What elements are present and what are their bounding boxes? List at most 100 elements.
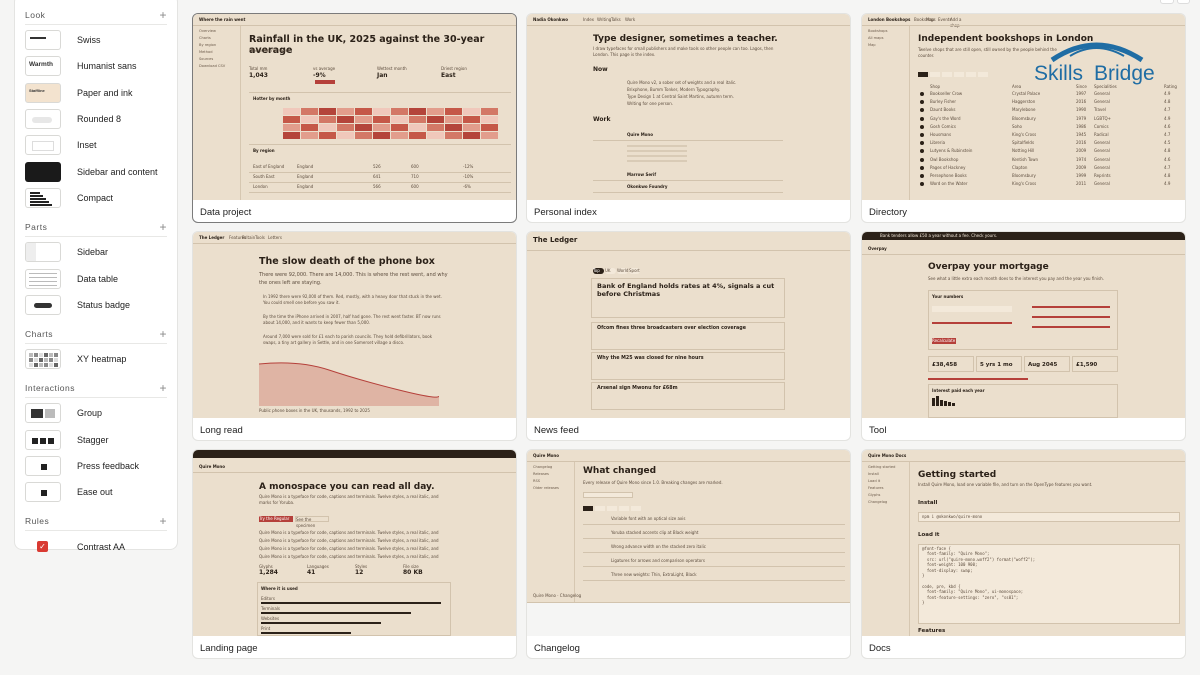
toolbar-button[interactable] (1160, 0, 1174, 4)
sidebar-item-xy-heatmap[interactable]: XY heatmap (25, 346, 167, 372)
nav-menu-item[interactable]: Install (868, 472, 879, 476)
nav-menu-item[interactable]: Older releases (533, 486, 559, 490)
specimen-line: Quire Mono is a typeface for code, capti… (259, 530, 439, 535)
stat-value: 12 (355, 569, 364, 576)
filter-tab[interactable]: UK (605, 268, 616, 274)
input-field (932, 306, 1012, 312)
search-input[interactable] (583, 492, 633, 498)
filter-tab[interactable]: Top (593, 268, 604, 274)
usage-bar (261, 602, 441, 604)
card-long-read[interactable]: The Ledger Features Britain Tools Letters The… (192, 231, 517, 441)
add-look-icon[interactable]: + (159, 8, 167, 22)
filter-tab[interactable]: Sport (629, 268, 640, 274)
result-value: £38,458 (932, 362, 958, 368)
nav-menu-item[interactable]: Features (868, 486, 884, 490)
divider (593, 180, 783, 181)
thumb-cell (54, 353, 58, 358)
top-toolbar-buttons (1160, 0, 1190, 4)
try-regular-button[interactable]: Try the Regular (259, 516, 293, 522)
nav-menu-item[interactable]: All maps (868, 36, 884, 40)
panel-heading: Your numbers (932, 294, 964, 299)
sidebar-item-compact[interactable]: Compact (25, 185, 167, 211)
nav-menu-item[interactable]: Charts (199, 36, 211, 40)
footer-band (527, 602, 850, 636)
card-changelog[interactable]: Quire Mono Changelog Releases RSS Older rele… (526, 449, 851, 659)
sidebar-item-press-feedback[interactable]: Press feedback (25, 453, 167, 479)
deck-text: There were 92,000. There are 14,000. Thi… (259, 272, 448, 286)
recalculate-button[interactable]: Recalculate (932, 338, 956, 344)
sidebar-item-inset[interactable]: Inset (25, 132, 167, 158)
text-line (627, 155, 687, 157)
sidebar-item-ease-out[interactable]: Ease out (25, 479, 167, 505)
nav-tab: Map (926, 17, 935, 22)
sidebar-item-sidebar-and-content[interactable]: Sidebar and content (25, 158, 167, 184)
nav-menu-item[interactable]: Overview (199, 29, 216, 33)
nav-menu-item[interactable]: Method (199, 50, 213, 54)
table-cell: 4.9 (1164, 115, 1171, 121)
card-data-project[interactable]: Where the rain went Overview Charts By regi… (192, 13, 517, 223)
nav-menu-item[interactable]: Download CSV (199, 64, 226, 68)
rank-dot (920, 108, 924, 113)
nav-menu-item[interactable]: Bookshops (868, 29, 888, 33)
add-charts-icon[interactable]: + (159, 326, 167, 341)
nav-tab: Index (583, 17, 595, 22)
rank-dot (920, 116, 924, 121)
card-tool[interactable]: Bank tenders allow £50 a year without a … (861, 231, 1186, 441)
divider (583, 524, 845, 525)
nav-menu-item[interactable]: Sources (199, 57, 214, 61)
sidebar-item-stagger[interactable]: Stagger (25, 427, 167, 453)
story-card[interactable] (591, 278, 785, 318)
nav-menu-item[interactable]: Glyphs (868, 493, 881, 497)
add-parts-icon[interactable]: + (159, 220, 167, 235)
sidebar-item-data-table[interactable]: Data table (25, 265, 167, 291)
sidebar-item-paper-and-ink[interactable]: Staffline Paper and ink (25, 80, 167, 106)
card-landing-page[interactable]: Quire Mono A monospace you can read all d… (192, 449, 517, 659)
slider-track (1032, 306, 1110, 308)
story-card[interactable] (591, 382, 785, 410)
section-header-look: Look + (25, 8, 167, 22)
nav-menu-item[interactable]: Getting started (868, 465, 896, 469)
add-interactions-icon[interactable]: + (159, 381, 167, 396)
sidebar-item-humanist-sans[interactable]: Warmth Humanist sans (25, 53, 167, 79)
add-rules-icon[interactable]: + (159, 514, 167, 529)
sidebar-item-swiss[interactable]: Swiss (25, 27, 167, 53)
card-personal-index[interactable]: Nadia Okonkwo Index Writing Talks Work Type d… (526, 13, 851, 223)
story-card[interactable] (591, 322, 785, 350)
look-section-title: Look (25, 10, 46, 20)
thumb-row (29, 280, 57, 282)
nav-menu-item[interactable]: Map (868, 43, 876, 47)
checked-checkbox-icon[interactable]: ✓ (37, 540, 48, 552)
thumb-cell (34, 363, 38, 368)
sidebar-item-sidebar[interactable]: Sidebar (25, 239, 167, 265)
template-preview: The Ledger Top UK World Sport Bank of England… (527, 232, 850, 418)
toolbar-button[interactable] (1176, 0, 1190, 4)
card-news-feed[interactable]: The Ledger Top UK World Sport Bank of England… (526, 231, 851, 441)
filter-tab[interactable]: World (617, 268, 629, 274)
story-card[interactable] (591, 352, 785, 380)
section-spacer (25, 560, 167, 564)
nav-menu-item[interactable]: Releases (533, 472, 549, 476)
card-directory[interactable]: London Bookshops Bookshops Map Events Add a … (861, 13, 1186, 223)
divider (249, 144, 511, 145)
usage-bar (261, 622, 381, 624)
nav-menu-item[interactable]: By region (199, 43, 217, 47)
thumb-cell (44, 358, 48, 363)
filter-chip (918, 72, 928, 77)
nav-menu-item[interactable]: Changelog (533, 465, 553, 469)
thumb-dot (41, 464, 47, 470)
section-divider (25, 342, 167, 344)
table-cell: 1979 (1076, 115, 1087, 121)
nav-menu-item[interactable]: RSS (533, 479, 541, 483)
sidebar-item-rounded-8[interactable]: Rounded 8 (25, 106, 167, 132)
nav-menu-item[interactable]: Load it (868, 479, 881, 483)
card-docs[interactable]: Quire Mono Docs Getting started Install Loa… (861, 449, 1186, 659)
sidebar-item-group[interactable]: Group (25, 400, 167, 426)
chart-note: Public phone boxes in the UK, thousands,… (259, 408, 370, 413)
stat-value: 41 (307, 569, 316, 576)
nav-menu-item[interactable]: Changelog (868, 500, 888, 504)
see-specimen-button[interactable]: See the specimen (295, 516, 329, 528)
sidebar-item-label: Stagger (77, 434, 109, 445)
thumb-cell (39, 363, 43, 368)
sidebar-item-contrast-aa[interactable]: ✓ Contrast AA (25, 533, 167, 559)
sidebar-item-status-badge[interactable]: Status badge (25, 292, 167, 318)
